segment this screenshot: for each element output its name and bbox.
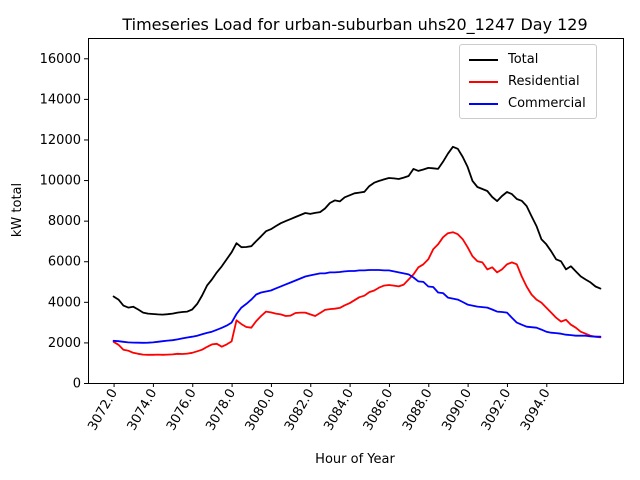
legend-entry-commercial: Commercial — [469, 96, 586, 111]
y-tick-label: 2000 — [48, 336, 81, 351]
x-tick-label: 3080.0 — [243, 387, 279, 434]
legend: Total Residential Commercial — [459, 44, 597, 119]
y-tick-label: 0 — [73, 377, 81, 392]
x-tick-label: 3088.0 — [400, 387, 436, 434]
axes-frame — [88, 38, 624, 384]
legend-label: Residential — [508, 74, 580, 89]
legend-line-sample-commercial — [469, 102, 498, 105]
y-tick-label: 12000 — [40, 133, 81, 148]
x-tick-label: 3074.0 — [125, 387, 161, 434]
legend-entry-total: Total — [469, 52, 586, 67]
chart-title: Timeseries Load for urban-suburban uhs20… — [121, 15, 587, 35]
x-tick-label: 3092.0 — [479, 387, 515, 434]
x-tick-label: 3086.0 — [361, 387, 397, 434]
x-tick-label: 3078.0 — [203, 387, 239, 434]
x-tick-label: 3072.0 — [85, 387, 121, 434]
y-tick-label: 6000 — [48, 255, 81, 270]
y-tick-label: 14000 — [40, 92, 81, 107]
series-line-commercial — [112, 269, 602, 344]
series-lines — [112, 145, 602, 356]
series-line-residential — [112, 231, 602, 356]
x-tick-label: 3082.0 — [282, 387, 318, 434]
y-tick-label: 10000 — [40, 174, 81, 189]
x-axis-label: Hour of Year — [315, 452, 395, 467]
legend-line-sample-total — [469, 58, 498, 61]
legend-label: Total — [508, 52, 539, 67]
x-tick-label: 3094.0 — [518, 387, 554, 434]
x-tick-label: 3084.0 — [321, 387, 357, 434]
legend-line-sample-residential — [469, 80, 498, 83]
x-tick-label: 3076.0 — [164, 387, 200, 434]
x-tick-label: 3090.0 — [439, 387, 475, 434]
legend-label: Commercial — [508, 96, 586, 111]
y-tick-label: 16000 — [40, 52, 81, 67]
y-axis-label: kW total — [10, 183, 25, 237]
y-tick-label: 8000 — [48, 214, 81, 229]
y-tick-label: 4000 — [48, 295, 81, 310]
legend-entry-residential: Residential — [469, 74, 586, 89]
series-line-total — [112, 145, 602, 316]
